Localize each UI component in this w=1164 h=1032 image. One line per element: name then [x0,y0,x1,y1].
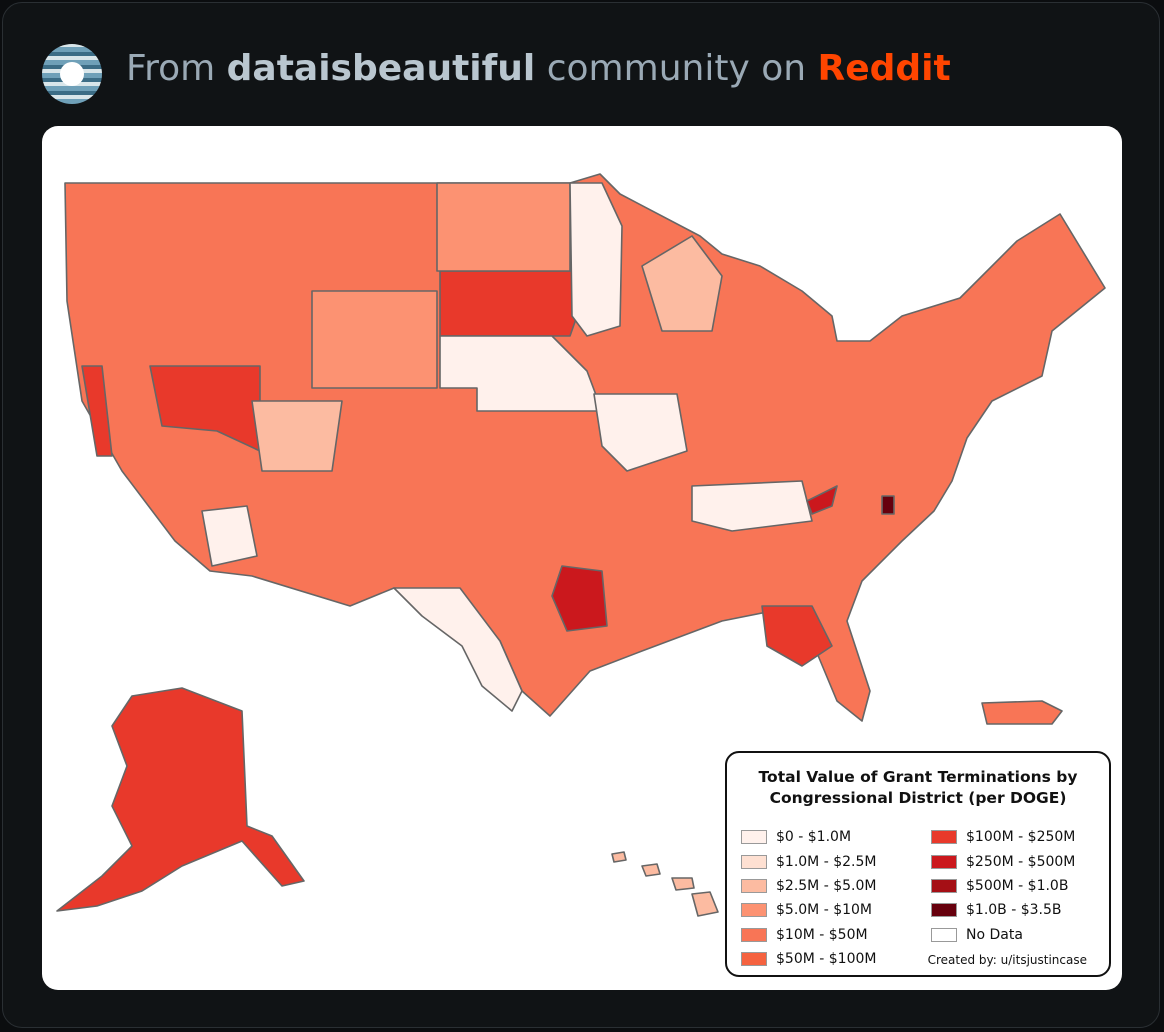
legend-label: $250M - $500M [966,853,1076,870]
community-avatar[interactable] [42,44,102,104]
header: From dataisbeautiful community on Reddit [126,48,951,89]
legend-item: $0 - $1.0M [741,825,931,849]
header-prefix: From [126,48,216,89]
region [149,365,261,452]
credit: Created by: u/itsjustincase [927,953,1087,967]
legend-label: $5.0M - $10M [776,902,873,919]
legend-label: $10M - $50M [776,926,868,943]
region [881,495,895,515]
legend-item: $250M - $500M [931,849,1111,873]
legend-swatch [741,830,767,845]
region [641,235,723,332]
region [439,335,603,412]
legend-swatch [741,927,767,942]
legend-label: $0 - $1.0M [776,829,852,846]
region [81,365,113,457]
region [201,505,258,567]
legend-swatch [741,903,767,918]
hawaii [611,851,627,863]
legend-swatch [931,878,957,893]
legend-item: $100M - $250M [931,825,1111,849]
legend-item: $1.0M - $2.5M [741,849,931,873]
legend-label: $50M - $100M [776,951,877,968]
legend-title: Total Value of Grant Terminations by Con… [758,768,1078,807]
legend-swatch [931,830,957,845]
legend-item: $50M - $100M [741,947,931,971]
legend-item: $5.0M - $10M [741,898,931,922]
region [439,270,578,337]
legend-swatch [741,878,767,893]
region [393,587,523,712]
region [761,605,833,667]
header-middle: community on [546,48,807,89]
region [251,400,343,472]
legend-label: $500M - $1.0B [966,877,1069,894]
legend-label: $1.0B - $3.5B [966,902,1062,919]
legend-swatch [931,854,957,869]
region [593,393,688,472]
legend-item: $2.5M - $5.0M [741,874,931,898]
region [436,182,571,272]
legend-label: $1.0M - $2.5M [776,853,877,870]
community-name[interactable]: dataisbeautiful [226,48,536,89]
region [691,480,813,532]
legend-item: $500M - $1.0B [931,874,1111,898]
legend-swatch [741,854,767,869]
site-name[interactable]: Reddit [817,48,951,89]
region [551,565,608,632]
region [806,485,838,515]
legend-item: No Data [931,923,1111,947]
region [311,290,438,389]
hawaii [691,891,719,917]
puerto-rico [981,700,1063,725]
map-card: Total Value of Grant Terminations by Con… [42,126,1122,990]
legend-items: $0 - $1.0M $1.0M - $2.5M $2.5M - $5.0M $5.0… [741,825,1111,971]
hawaii [641,863,661,877]
legend-swatch [931,903,957,918]
alaska [56,687,305,912]
region [569,182,623,337]
legend-label: $100M - $250M [966,829,1076,846]
legend-item: $1.0B - $3.5B [931,898,1111,922]
legend-item: $10M - $50M [741,923,931,947]
legend-swatch [931,927,957,942]
legend-label: No Data [966,926,1023,943]
legend-swatch [741,952,767,967]
legend: Total Value of Grant Terminations by Con… [725,751,1111,977]
hawaii [671,877,695,891]
legend-label: $2.5M - $5.0M [776,877,877,894]
us-map [56,173,1106,917]
